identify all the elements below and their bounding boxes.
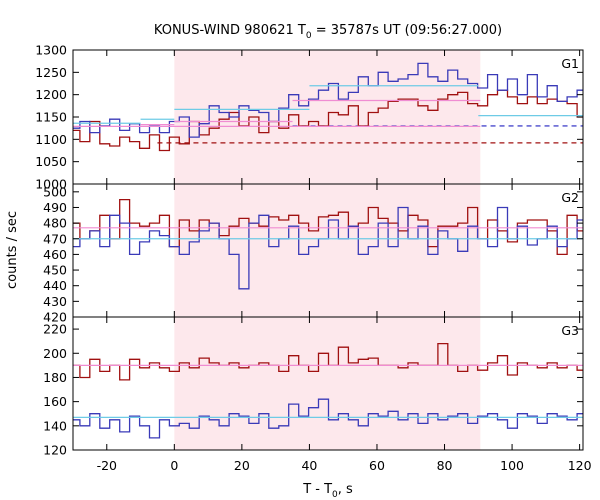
x-tick-label: 100 <box>500 458 524 473</box>
y-tick-label: 220 <box>43 322 67 337</box>
shaded-interval <box>174 50 481 184</box>
series-red-g1 <box>73 89 583 152</box>
y-tick-label: 1050 <box>35 154 67 169</box>
y-tick-label: 490 <box>43 200 67 215</box>
y-tick-label: 1000 <box>35 177 67 192</box>
y-tick-label: 430 <box>43 294 67 309</box>
x-axis-label-sub: 0 <box>332 490 338 500</box>
y-tick-label: 200 <box>43 346 67 361</box>
x-tick-label: -20 <box>97 458 117 473</box>
x-tick-label: 120 <box>568 458 592 473</box>
chart-title-rest: = 35787s UT (09:56:27.000) <box>312 23 502 38</box>
panel-frame <box>72 316 584 451</box>
y-tick-label: 120 <box>43 443 67 458</box>
shaded-interval <box>174 317 481 450</box>
y-tick-label: 480 <box>43 216 67 231</box>
chart-title: KONUS-WIND 980621 T0 = 35787s UT (09:56:… <box>154 23 502 41</box>
x-axis-label-rest: , s <box>338 482 353 497</box>
y-tick-label: 470 <box>43 231 67 246</box>
y-tick-label: 450 <box>43 263 67 278</box>
panel-plot-area <box>73 342 583 439</box>
x-tick-label: 60 <box>369 458 385 473</box>
panel-label: G3 <box>561 323 579 338</box>
series-blue-g3 <box>73 398 583 439</box>
panel-plot-area <box>73 198 583 290</box>
y-tick-label: 500 <box>43 184 67 199</box>
chart-title-main: KONUS-WIND 980621 T <box>154 23 306 38</box>
x-tick-label: 40 <box>301 458 317 473</box>
series-red-g3 <box>73 342 583 381</box>
y-tick-label: 440 <box>43 278 67 293</box>
x-tick-labels: -20 0 20 40 60 80 100 120 <box>97 458 592 473</box>
y-tick-label: 1100 <box>35 132 67 147</box>
panels-group: 1000105011001150120012501300G14204304404… <box>35 43 592 474</box>
y-tick-label: 1150 <box>35 110 67 125</box>
chart-title-sub: 0 <box>306 31 312 41</box>
y-tick-label: 180 <box>43 370 67 385</box>
shaded-interval <box>174 184 481 317</box>
x-axis-label-main: T - T <box>302 482 332 497</box>
y-tick-label: 1200 <box>35 87 67 102</box>
y-tick-label: 1250 <box>35 65 67 80</box>
y-tick-label: 420 <box>43 310 67 325</box>
series-blue-g2 <box>73 206 583 290</box>
panel-g3: 120 140 160 180 200 220 G3 <box>43 316 584 458</box>
y-tick-label: 460 <box>43 247 67 262</box>
panel-label: G1 <box>561 56 579 71</box>
y-axis-label: counts / sec <box>5 211 20 289</box>
panel-g1: 1000 1050 1100 1150 1200 1250 1300 G1 <box>35 43 584 192</box>
panel-plot-area <box>73 62 583 152</box>
x-tick-label: 80 <box>437 458 453 473</box>
x-tick-label: 20 <box>234 458 250 473</box>
x-axis-label: T - T0, s <box>302 482 353 500</box>
y-tick-label: 1300 <box>35 43 67 58</box>
panel-label: G2 <box>561 190 579 205</box>
x-tick-label: 0 <box>170 458 178 473</box>
y-tick-label: 140 <box>43 418 67 433</box>
y-tick-label: 160 <box>43 394 67 409</box>
